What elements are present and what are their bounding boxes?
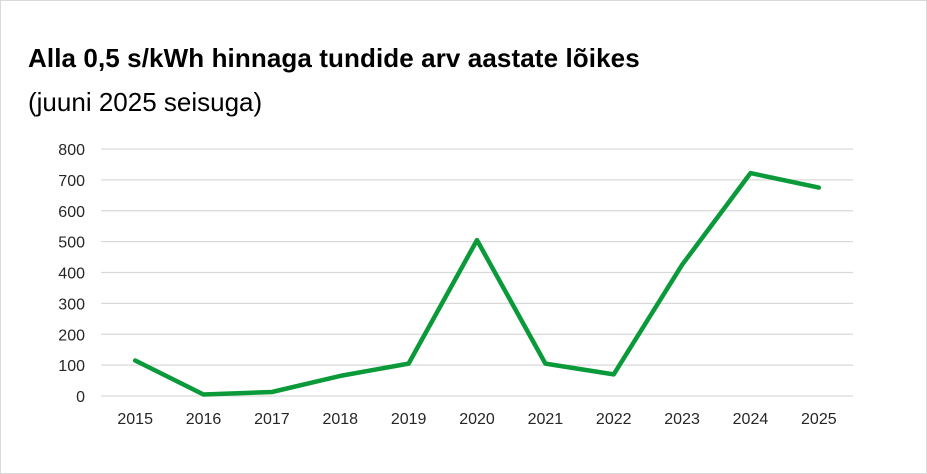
chart-title: Alla 0,5 s/kWh hinnaga tundide arv aasta… xyxy=(28,43,640,73)
y-tick-label: 300 xyxy=(58,296,85,313)
chart-subtitle: (juuni 2025 seisuga) xyxy=(28,87,263,117)
x-tick-label: 2017 xyxy=(254,411,290,428)
x-tick-label: 2018 xyxy=(322,411,358,428)
x-tick-label: 2019 xyxy=(391,411,427,428)
y-tick-label: 800 xyxy=(58,142,85,159)
y-tick-label: 200 xyxy=(58,327,85,344)
y-tick-label: 0 xyxy=(76,389,85,406)
x-tick-label: 2023 xyxy=(664,411,700,428)
x-tick-label: 2016 xyxy=(186,411,222,428)
y-tick-label: 100 xyxy=(58,358,85,375)
x-tick-label: 2015 xyxy=(117,411,153,428)
y-tick-label: 600 xyxy=(58,204,85,221)
x-tick-label: 2025 xyxy=(801,411,837,428)
series-line xyxy=(132,170,822,397)
y-tick-label: 700 xyxy=(58,173,85,190)
y-tick-label: 400 xyxy=(58,266,85,283)
x-tick-label: 2022 xyxy=(596,411,632,428)
x-tick-label: 2021 xyxy=(528,411,564,428)
x-tick-label: 2024 xyxy=(733,411,769,428)
x-tick-label: 2020 xyxy=(459,411,495,428)
y-tick-label: 500 xyxy=(58,235,85,252)
